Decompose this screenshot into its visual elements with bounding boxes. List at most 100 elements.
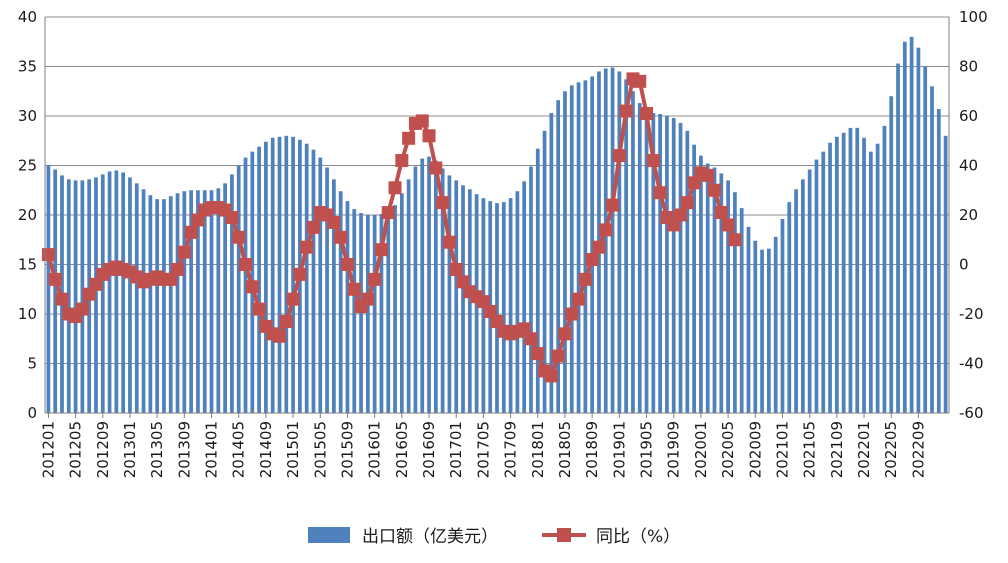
- x-tick-label: 202105: [801, 421, 819, 478]
- bar: [345, 201, 350, 413]
- line-series-yoy: [41, 72, 742, 383]
- bar: [875, 143, 880, 413]
- legend-swatch-bar: [308, 527, 350, 543]
- bar: [719, 173, 724, 413]
- bar: [726, 180, 730, 413]
- bar: [923, 66, 928, 413]
- legend-label-export: 出口额（亿美元）: [362, 527, 498, 547]
- x-tick-label: 201805: [556, 421, 574, 478]
- x-tick-label: 201309: [175, 421, 193, 478]
- yoy-point: [714, 206, 728, 220]
- yoy-point: [171, 262, 185, 276]
- bar: [495, 203, 499, 413]
- bar: [896, 63, 900, 413]
- y-tick-label: 20: [18, 206, 37, 224]
- yoy-point: [286, 292, 300, 306]
- yoy-point: [728, 233, 742, 247]
- y2-tick-label: 0: [959, 256, 969, 274]
- yoy-point: [191, 213, 205, 227]
- bar: [794, 189, 798, 413]
- yoy-point: [687, 176, 701, 190]
- x-tick-label: 201609: [420, 421, 438, 478]
- bar: [264, 141, 268, 414]
- bar: [304, 143, 309, 413]
- bar: [631, 91, 635, 413]
- bar: [243, 157, 248, 413]
- legend: 出口额（亿美元） 同比（%）: [308, 527, 680, 547]
- bar: [807, 169, 812, 413]
- yoy-point: [640, 107, 654, 121]
- bar: [168, 196, 173, 413]
- x-tick-label: 201801: [529, 421, 547, 478]
- yoy-point: [340, 258, 354, 271]
- yoy-point: [232, 230, 246, 244]
- bar: [311, 149, 316, 413]
- bar: [556, 100, 561, 413]
- bar: [134, 183, 139, 413]
- bar: [821, 151, 826, 413]
- yoy-point: [327, 215, 341, 229]
- bar: [406, 179, 411, 413]
- bar: [644, 111, 649, 414]
- bar: [862, 137, 866, 413]
- bar: [467, 189, 472, 413]
- bar: [148, 195, 153, 413]
- x-axis-tick-labels: 201201 201205 201209 201301 201305 201309 2014…: [39, 421, 927, 478]
- bar: [447, 175, 452, 413]
- x-tick-label: 202101: [773, 421, 791, 478]
- x-tick-label: 201305: [148, 421, 166, 478]
- bar: [515, 191, 520, 413]
- bar: [202, 190, 207, 413]
- bar: [658, 114, 662, 414]
- bar: [73, 180, 78, 413]
- bar: [787, 202, 792, 413]
- yoy-point: [701, 168, 715, 182]
- bar: [739, 208, 744, 413]
- yoy-point: [293, 267, 307, 281]
- yoy-point: [456, 275, 470, 289]
- bar: [284, 135, 289, 414]
- bar: [182, 191, 187, 413]
- yoy-point: [612, 149, 626, 163]
- yoy-point: [721, 218, 735, 232]
- bar: [223, 183, 227, 413]
- yoy-point: [674, 208, 688, 222]
- bar: [155, 199, 160, 413]
- axes: [44, 17, 950, 418]
- yoy-point: [48, 272, 62, 286]
- bar: [352, 209, 357, 413]
- bar: [563, 91, 567, 413]
- bar: [80, 180, 85, 413]
- yoy-point: [381, 206, 395, 220]
- bar: [930, 86, 934, 414]
- x-tick-label: 202109: [828, 421, 846, 478]
- y-tick-label: 35: [18, 58, 37, 76]
- x-tick-label: 201501: [284, 421, 302, 478]
- x-tick-label: 201909: [665, 421, 683, 478]
- yoy-point: [402, 131, 416, 145]
- x-tick-label: 201401: [203, 421, 221, 478]
- bar: [216, 188, 221, 413]
- bar: [257, 146, 261, 413]
- yoy-point: [449, 262, 463, 276]
- x-tick-label: 201905: [638, 421, 656, 478]
- x-tick-label: 202005: [719, 421, 737, 478]
- bar: [508, 198, 513, 413]
- yoy-point: [415, 114, 429, 128]
- y2-tick-label: 100: [959, 8, 988, 26]
- bar: [230, 174, 234, 413]
- bar: [128, 177, 132, 413]
- bar: [624, 79, 629, 414]
- bar: [372, 215, 377, 413]
- yoy-point: [572, 292, 586, 306]
- bar: [828, 142, 832, 414]
- y-tick-label: 25: [18, 157, 37, 175]
- yoy-point: [653, 186, 667, 200]
- yoy-point: [306, 220, 320, 234]
- yoy-point: [483, 305, 497, 319]
- bar: [535, 148, 540, 414]
- bar: [569, 85, 574, 413]
- bar: [386, 211, 391, 413]
- yoy-point: [279, 314, 293, 328]
